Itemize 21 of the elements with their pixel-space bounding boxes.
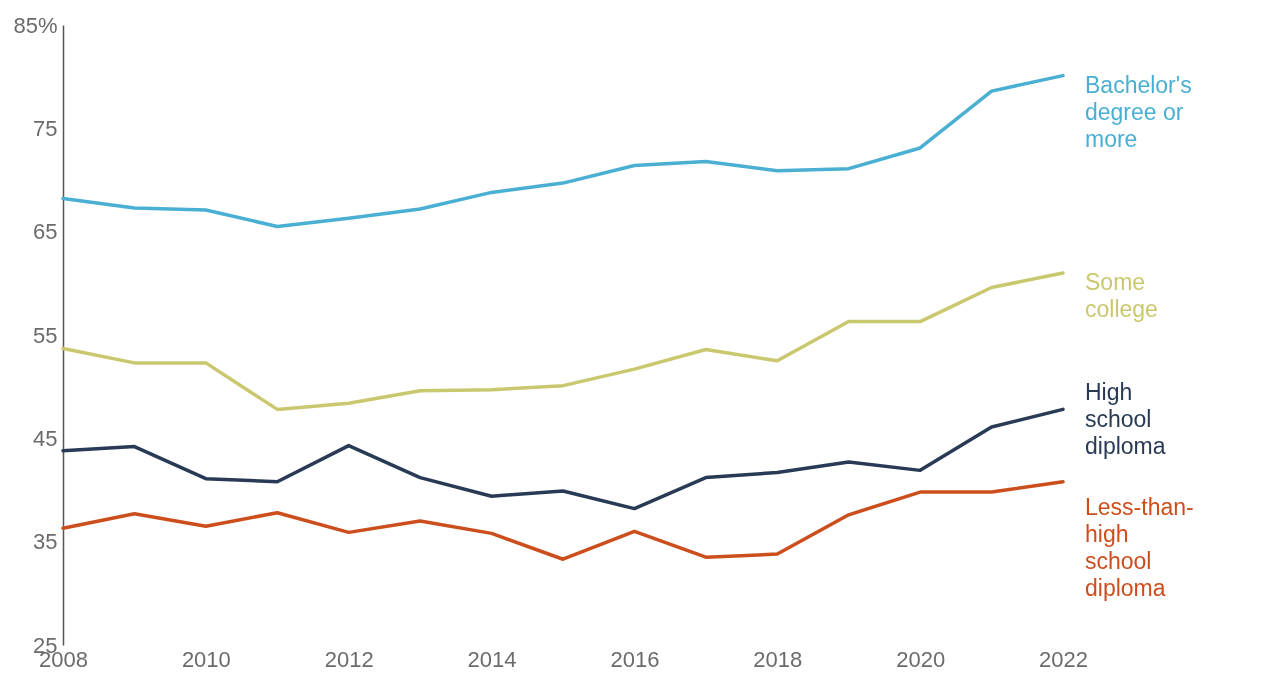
y-tick-label: 65 bbox=[33, 219, 58, 245]
line-series bbox=[61, 271, 1065, 412]
x-tick-label: 2020 bbox=[896, 646, 946, 672]
x-tick-label: 2018 bbox=[753, 646, 803, 672]
y-tick-label: 55 bbox=[33, 322, 58, 348]
series-label: Bachelor's degree or more bbox=[1085, 71, 1192, 152]
x-tick-label: 2014 bbox=[467, 646, 517, 672]
line-series bbox=[61, 479, 1065, 561]
line-series bbox=[61, 73, 1065, 229]
x-tick-label: 2010 bbox=[181, 646, 231, 672]
line-series bbox=[61, 407, 1065, 511]
series-label: Some college bbox=[1085, 269, 1158, 322]
series-label: High school diploma bbox=[1085, 379, 1166, 460]
x-tick-label: 2016 bbox=[610, 646, 660, 672]
series-label: Less-than-high school diploma bbox=[1085, 493, 1194, 601]
x-tick-label: 2022 bbox=[1039, 646, 1088, 672]
y-tick-label: 75 bbox=[33, 115, 58, 141]
y-tick-label: 45 bbox=[33, 425, 58, 451]
x-tick-label: 2012 bbox=[324, 646, 374, 672]
y-tick-label: 85% bbox=[13, 12, 58, 38]
y-tick-label: 35 bbox=[33, 529, 58, 555]
